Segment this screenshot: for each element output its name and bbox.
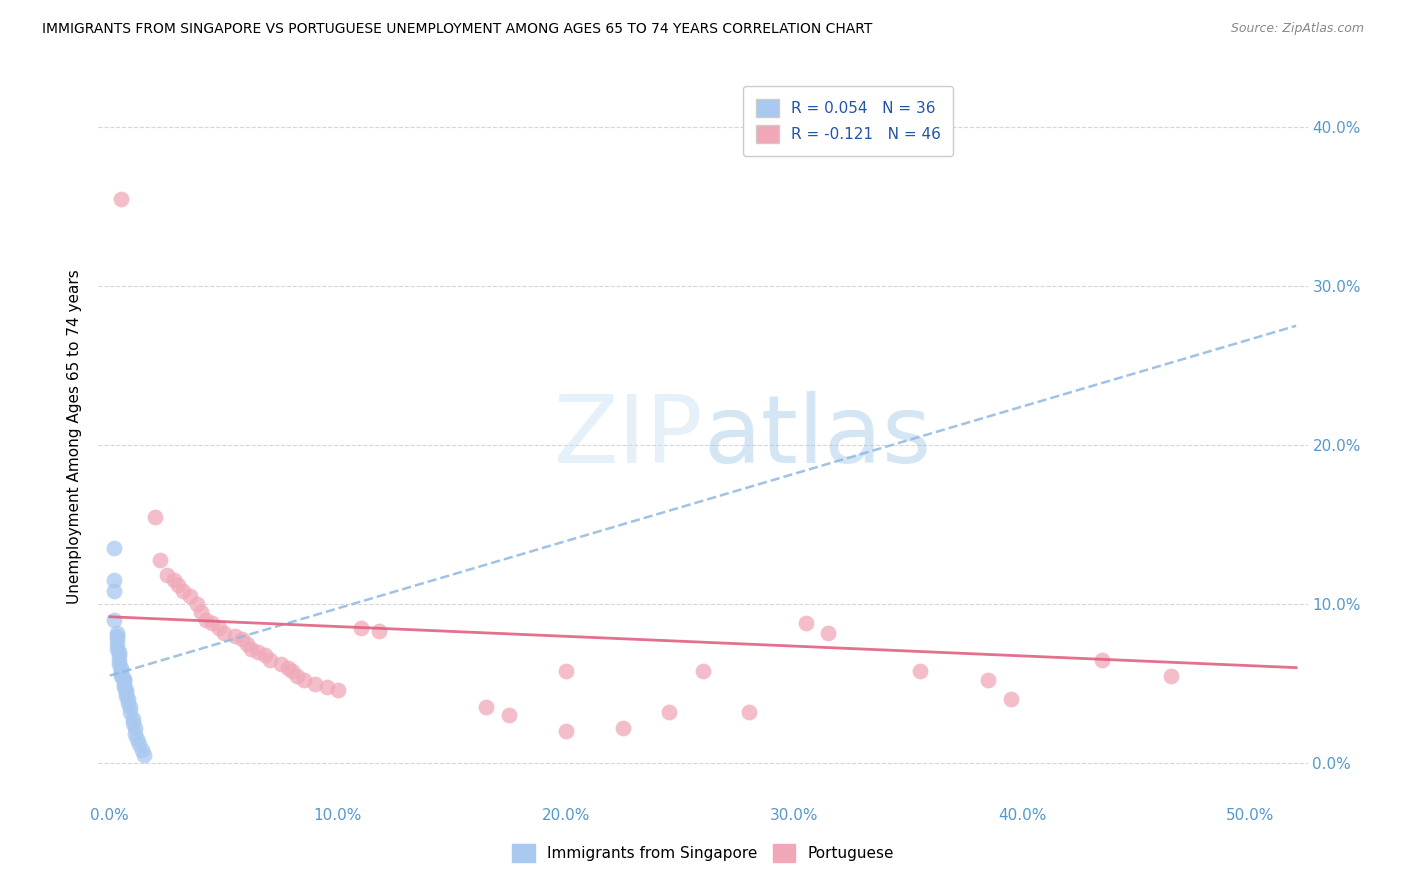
Point — [235, 637, 257, 651]
Point — [121, 712, 143, 726]
Text: ZIP: ZIP — [554, 391, 703, 483]
Point — [212, 625, 235, 640]
Point — [110, 664, 132, 678]
Point — [315, 680, 337, 694]
Text: IMMIGRANTS FROM SINGAPORE VS PORTUGUESE UNEMPLOYMENT AMONG AGES 65 TO 74 YEARS C: IMMIGRANTS FROM SINGAPORE VS PORTUGUESE … — [42, 22, 873, 37]
Point — [270, 657, 292, 672]
Point — [105, 632, 128, 646]
Point — [105, 637, 128, 651]
Point — [1000, 692, 1022, 706]
Point — [285, 668, 308, 682]
Point — [208, 621, 231, 635]
Point — [103, 613, 125, 627]
Point — [108, 657, 131, 672]
Point — [475, 700, 498, 714]
Point — [498, 708, 520, 723]
Y-axis label: Unemployment Among Ages 65 to 74 years: Unemployment Among Ages 65 to 74 years — [67, 269, 83, 605]
Text: Source: ZipAtlas.com: Source: ZipAtlas.com — [1230, 22, 1364, 36]
Point — [224, 629, 246, 643]
Point — [114, 686, 136, 700]
Point — [124, 721, 146, 735]
Point — [128, 737, 150, 751]
Point — [114, 682, 136, 697]
Point — [292, 673, 315, 688]
Point — [121, 716, 143, 731]
Point — [149, 552, 172, 566]
Point — [240, 641, 263, 656]
Point — [259, 653, 281, 667]
Point — [105, 625, 128, 640]
Point — [172, 584, 194, 599]
Point — [105, 641, 128, 656]
Point — [112, 676, 135, 690]
Point — [110, 667, 132, 681]
Point — [117, 692, 139, 706]
Point — [156, 568, 179, 582]
Point — [163, 573, 186, 587]
Point — [110, 192, 132, 206]
Point — [124, 727, 146, 741]
Point — [110, 660, 132, 674]
Point — [247, 645, 270, 659]
Point — [127, 732, 149, 747]
Point — [350, 621, 373, 635]
Point — [253, 648, 276, 662]
Point — [114, 690, 136, 704]
Point — [110, 668, 132, 682]
Point — [112, 673, 135, 688]
Point — [304, 676, 326, 690]
Point — [105, 629, 128, 643]
Point — [368, 624, 391, 638]
Point — [1160, 668, 1182, 682]
Point — [326, 682, 349, 697]
Point — [179, 589, 201, 603]
Point — [131, 743, 153, 757]
Point — [132, 748, 155, 763]
Text: atlas: atlas — [703, 391, 931, 483]
Point — [555, 724, 578, 739]
Point — [658, 705, 681, 719]
Point — [194, 613, 217, 627]
Point — [737, 705, 759, 719]
Point — [277, 660, 299, 674]
Point — [103, 541, 125, 556]
Point — [145, 509, 167, 524]
Point — [612, 721, 634, 735]
Point — [281, 664, 304, 678]
Point — [103, 573, 125, 587]
Point — [692, 664, 714, 678]
Point — [186, 597, 208, 611]
Point — [108, 648, 131, 662]
Point — [817, 625, 839, 640]
Legend: Immigrants from Singapore, Portuguese: Immigrants from Singapore, Portuguese — [506, 838, 900, 868]
Point — [231, 632, 253, 646]
Point — [794, 616, 817, 631]
Point — [555, 664, 578, 678]
Point — [167, 578, 190, 592]
Point — [120, 705, 142, 719]
Point — [108, 645, 131, 659]
Point — [190, 605, 212, 619]
Point — [120, 700, 142, 714]
Point — [117, 696, 139, 710]
Point — [908, 664, 931, 678]
Point — [201, 616, 224, 631]
Point — [108, 653, 131, 667]
Point — [112, 680, 135, 694]
Point — [112, 672, 135, 686]
Point — [103, 584, 125, 599]
Point — [1091, 653, 1114, 667]
Point — [977, 673, 1000, 688]
